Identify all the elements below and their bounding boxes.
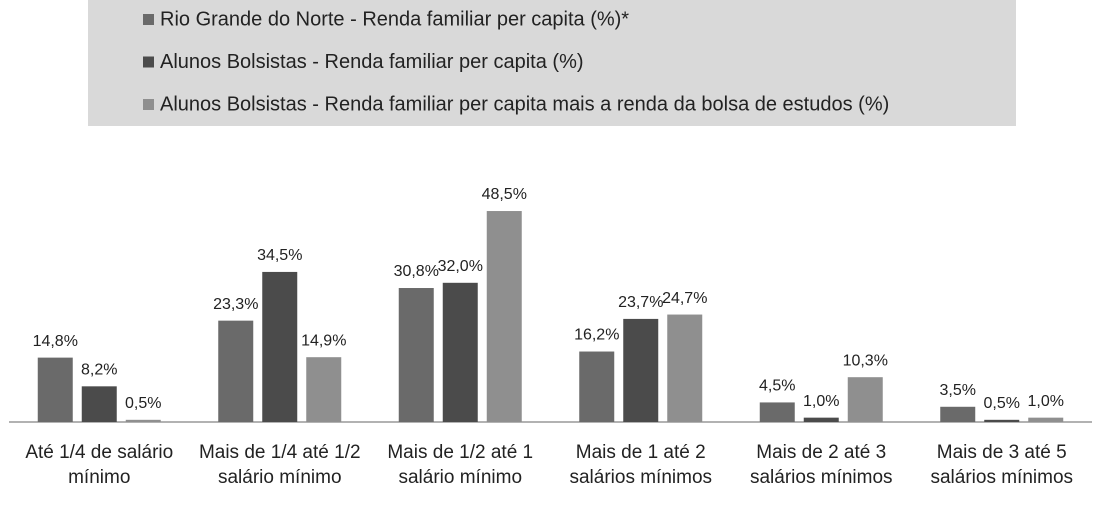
bar bbox=[262, 271, 298, 422]
bar bbox=[803, 417, 839, 422]
value-label: 1,0% bbox=[803, 393, 839, 410]
legend-swatch bbox=[143, 99, 154, 110]
bar bbox=[984, 419, 1020, 422]
value-label: 24,7% bbox=[662, 290, 707, 307]
value-label: 10,3% bbox=[843, 352, 888, 369]
x-tick-label: Mais de 1 até 2 salários mínimos bbox=[569, 442, 713, 488]
bar bbox=[759, 402, 795, 422]
value-label: 0,5% bbox=[984, 395, 1020, 412]
value-label: 3,5% bbox=[940, 382, 976, 399]
value-label: 23,3% bbox=[213, 296, 258, 313]
legend-text: Rio Grande do Norte - Renda familiar per… bbox=[160, 8, 629, 30]
legend-box bbox=[88, 0, 1016, 126]
value-label: 14,9% bbox=[301, 332, 346, 349]
legend-swatch bbox=[143, 14, 154, 25]
x-tick-label: Mais de 1/4 até 1/2 salário mínimo bbox=[198, 442, 361, 488]
value-label: 16,2% bbox=[574, 327, 619, 344]
bar bbox=[623, 318, 659, 422]
bar bbox=[667, 314, 703, 422]
value-label: 34,5% bbox=[257, 247, 302, 264]
bar bbox=[306, 357, 342, 422]
legend-text: Alunos Bolsistas - Renda familiar per ca… bbox=[160, 51, 584, 73]
x-tick-label: Até 1/4 de salário mínimo bbox=[25, 442, 174, 488]
bar bbox=[125, 419, 161, 422]
value-label: 4,5% bbox=[759, 378, 795, 395]
value-label: 14,8% bbox=[33, 333, 78, 350]
bar bbox=[940, 406, 976, 422]
bar bbox=[37, 357, 73, 422]
x-tick-label: Mais de 3 até 5 salários mínimos bbox=[930, 442, 1074, 488]
x-tick-label: Mais de 2 até 3 salários mínimos bbox=[749, 442, 893, 488]
value-label: 23,7% bbox=[618, 294, 663, 311]
value-label: 32,0% bbox=[438, 258, 483, 275]
value-label: 48,5% bbox=[482, 186, 527, 203]
bar bbox=[398, 288, 434, 422]
bar bbox=[81, 386, 117, 422]
value-label: 8,2% bbox=[81, 362, 117, 379]
bar bbox=[847, 377, 883, 422]
bar bbox=[442, 282, 478, 422]
value-label: 30,8% bbox=[394, 263, 439, 280]
bar bbox=[1028, 417, 1064, 422]
bar bbox=[486, 211, 522, 422]
legend-text: Alunos Bolsistas - Renda familiar per ca… bbox=[160, 93, 889, 115]
legend-swatch bbox=[143, 56, 154, 68]
bar bbox=[579, 351, 615, 422]
value-label: 0,5% bbox=[125, 395, 161, 412]
value-label: 1,0% bbox=[1028, 393, 1064, 410]
x-tick-label: Mais de 1/2 até 1 salário mínimo bbox=[387, 442, 534, 488]
bar bbox=[218, 320, 254, 422]
